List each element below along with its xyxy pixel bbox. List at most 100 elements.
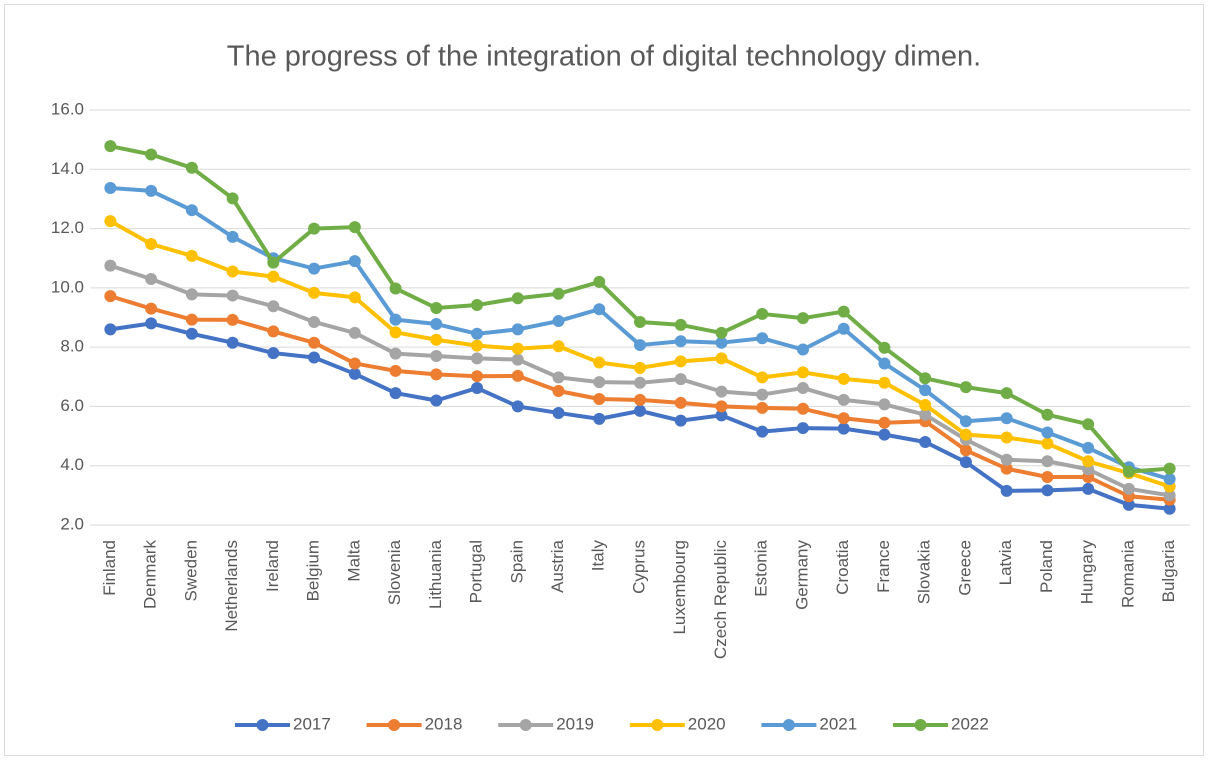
- data-point: [389, 347, 402, 360]
- data-point: [104, 140, 117, 153]
- data-point: [511, 323, 524, 336]
- data-point: [1000, 453, 1013, 466]
- x-tick-label: Portugal: [467, 540, 486, 603]
- data-point: [796, 343, 809, 356]
- data-point: [430, 350, 443, 363]
- data-point: [389, 326, 402, 339]
- chart-title: The progress of the integration of digit…: [227, 41, 981, 73]
- data-point: [511, 400, 524, 413]
- data-point: [185, 327, 198, 340]
- data-point: [837, 412, 850, 425]
- data-point: [348, 255, 361, 268]
- data-point: [756, 401, 769, 414]
- data-point: [104, 259, 117, 272]
- data-point: [1082, 441, 1095, 454]
- data-point: [471, 352, 484, 365]
- x-tick-label: Malta: [344, 539, 363, 581]
- data-point: [715, 336, 728, 349]
- data-point: [1041, 426, 1054, 439]
- y-tick-label: 14.0: [51, 159, 84, 178]
- data-point: [1122, 465, 1135, 478]
- data-point: [593, 275, 606, 288]
- data-point: [348, 357, 361, 370]
- x-tick-label: Latvia: [996, 539, 1015, 585]
- y-tick-label: 4.0: [60, 455, 84, 474]
- data-point: [389, 313, 402, 326]
- data-point: [471, 370, 484, 383]
- data-point: [104, 323, 117, 336]
- data-point: [226, 336, 239, 349]
- data-point: [552, 385, 565, 398]
- data-point: [878, 341, 891, 354]
- data-point: [389, 364, 402, 377]
- legend-marker: [256, 719, 269, 731]
- data-point: [104, 181, 117, 194]
- data-point: [674, 355, 687, 368]
- data-point: [837, 393, 850, 406]
- data-point: [959, 456, 972, 469]
- data-point: [348, 291, 361, 304]
- data-point: [226, 265, 239, 278]
- data-point: [756, 425, 769, 438]
- data-point: [674, 373, 687, 386]
- data-point: [308, 351, 321, 364]
- x-tick-label: Slovenia: [385, 539, 404, 605]
- data-point: [1122, 482, 1135, 495]
- data-point: [511, 369, 524, 382]
- x-tick-label: France: [874, 540, 893, 593]
- data-point: [878, 398, 891, 411]
- data-point: [715, 409, 728, 422]
- data-point: [511, 353, 524, 366]
- data-point: [1163, 502, 1176, 515]
- data-point: [511, 292, 524, 305]
- x-tick-label: Cyprus: [629, 540, 648, 594]
- data-point: [267, 256, 280, 269]
- y-tick-label: 10.0: [51, 277, 84, 296]
- data-point: [267, 325, 280, 338]
- data-point: [756, 332, 769, 345]
- data-point: [145, 317, 158, 330]
- data-point: [796, 382, 809, 395]
- data-point: [837, 322, 850, 335]
- data-point: [674, 414, 687, 427]
- data-point: [634, 404, 646, 417]
- data-point: [430, 368, 443, 381]
- data-point: [471, 327, 484, 340]
- data-point: [1041, 408, 1054, 421]
- data-point: [1122, 498, 1135, 511]
- data-point: [308, 315, 321, 328]
- data-point: [145, 302, 158, 315]
- data-point: [185, 161, 198, 174]
- data-point: [1000, 387, 1013, 400]
- data-point: [674, 335, 687, 348]
- data-point: [756, 371, 769, 384]
- data-point: [919, 398, 932, 411]
- data-point: [552, 371, 565, 384]
- data-point: [634, 339, 646, 352]
- data-point: [185, 313, 198, 326]
- legend-label: 2021: [819, 714, 857, 733]
- data-point: [919, 408, 932, 421]
- data-point: [959, 381, 972, 394]
- data-point: [308, 222, 321, 235]
- data-point: [1163, 473, 1176, 486]
- data-point: [878, 357, 891, 370]
- x-tick-label: Sweden: [181, 540, 200, 601]
- x-tick-label: Greece: [955, 540, 974, 596]
- data-point: [226, 289, 239, 302]
- legend-marker: [651, 719, 664, 731]
- data-point: [1041, 437, 1054, 450]
- data-point: [430, 333, 443, 346]
- y-tick-label: 2.0: [60, 514, 84, 533]
- legend-marker: [782, 719, 795, 731]
- data-point: [593, 356, 606, 369]
- legend-label: 2018: [425, 714, 463, 733]
- x-tick-label: Bulgaria: [1159, 539, 1178, 602]
- data-point: [104, 215, 117, 228]
- y-tick-label: 6.0: [60, 396, 84, 415]
- data-point: [348, 326, 361, 339]
- data-point: [878, 416, 891, 429]
- data-point: [145, 148, 158, 161]
- data-point: [878, 428, 891, 441]
- data-point: [226, 313, 239, 326]
